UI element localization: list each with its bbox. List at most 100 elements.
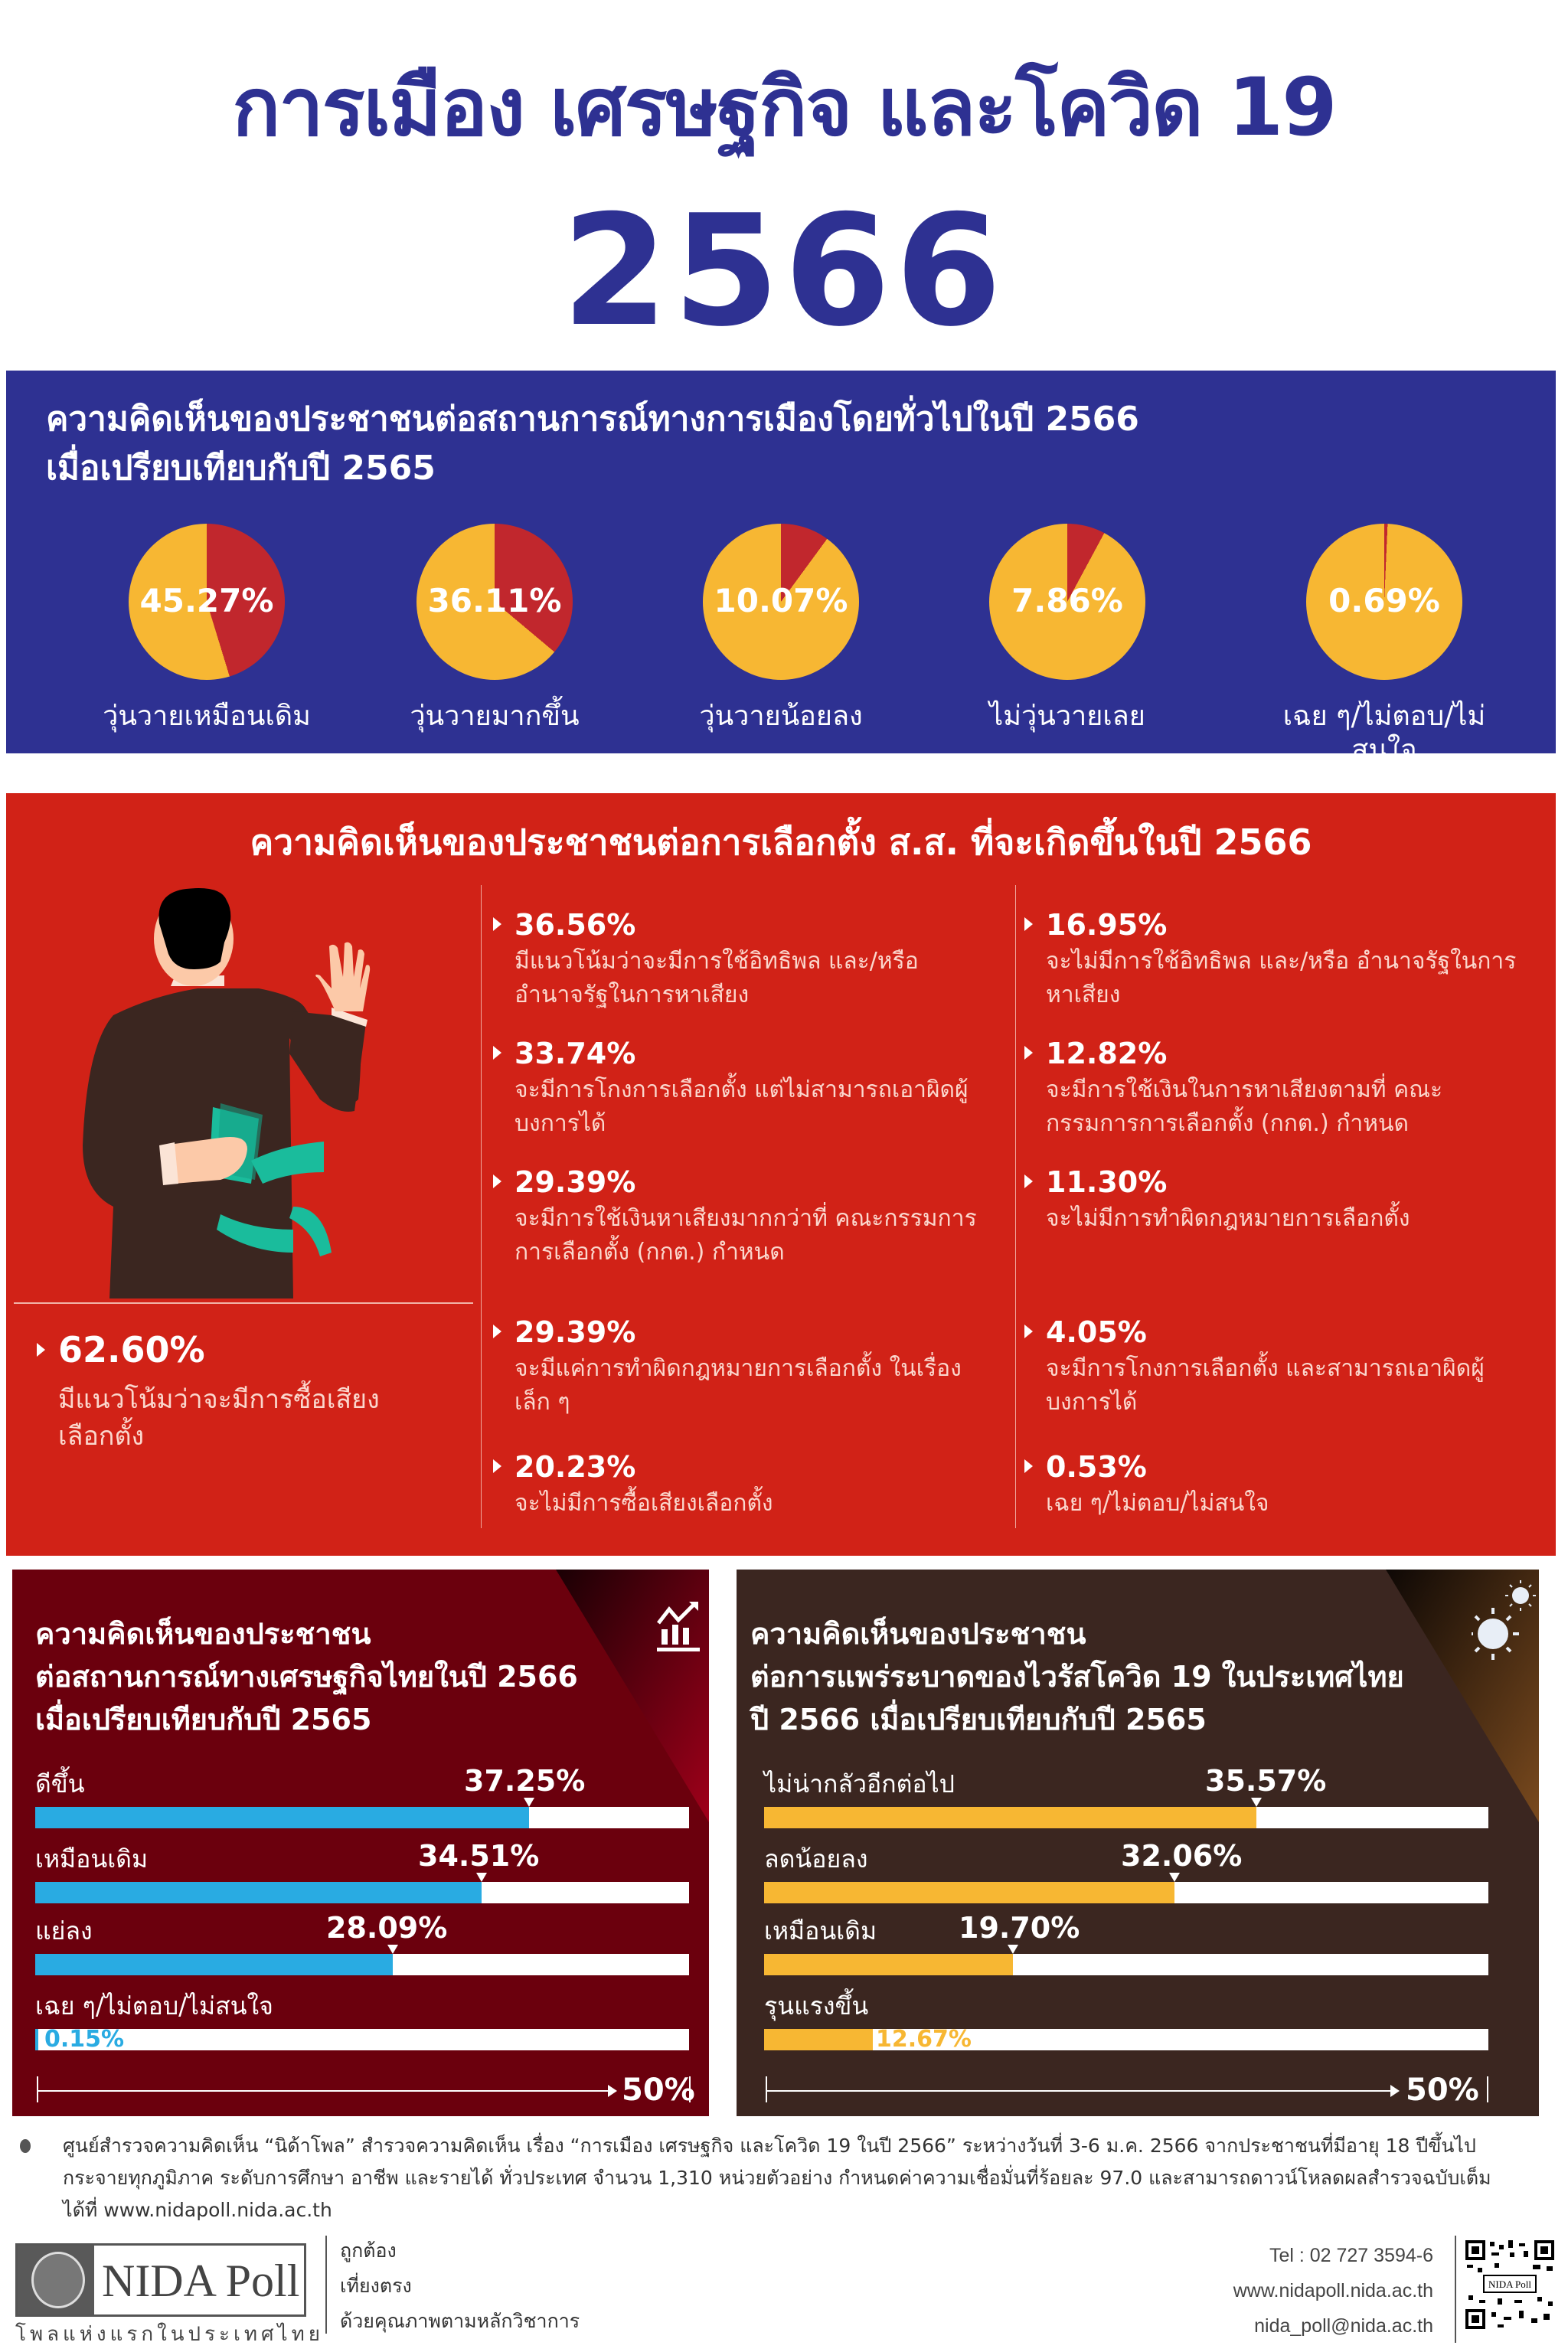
contact-email[interactable]: nida_poll@nida.ac.th xyxy=(1254,2315,1433,2337)
covid-title-line3: ปี 2566 เมื่อเปรียบเทียบกับปี 2565 xyxy=(750,1703,1207,1736)
pie-label: เฉย ๆ/ไม่ตอบ/ไม่สนใจ xyxy=(1282,701,1486,766)
stat-value: 16.95% xyxy=(1046,908,1168,942)
axis-line xyxy=(766,2090,1392,2092)
pie-item: 0.69% เฉย ๆ/ไม่ตอบ/ไม่สนใจ xyxy=(1269,524,1499,767)
bar-value: 28.09% xyxy=(326,1911,448,1945)
footer-divider xyxy=(1455,2236,1456,2343)
stat-description: จะไม่มีการทำผิดกฎหมายการเลือกตั้ง xyxy=(1046,1205,1410,1232)
x-axis: 50% xyxy=(37,2073,695,2107)
businessman-bribe-illustration xyxy=(83,888,371,1298)
election-stat-highlight: 62.60% มีแนวโน้มว่าจะมีการซื้อเสียงเลือก… xyxy=(37,1329,435,1482)
bar-marker-icon xyxy=(524,1798,534,1807)
pie-chart: 45.27% xyxy=(129,524,285,680)
triangle-bullet-icon xyxy=(493,1459,501,1473)
growth-chart-icon xyxy=(657,1602,700,1651)
pie-item: 10.07% วุ่นวายน้อยลง xyxy=(666,524,896,733)
covid-section: ความคิดเห็นของประชาชน ต่อการแพร่ระบาดของ… xyxy=(737,1570,1539,2116)
pie-label: ไม่วุ่นวายเลย xyxy=(989,701,1145,732)
axis-line xyxy=(37,2090,609,2092)
pie-value: 45.27% xyxy=(139,582,274,619)
pie-label: วุ่นวายเหมือนเดิม xyxy=(103,701,311,732)
motto-line: ด้วยคุณภาพตามหลักวิชาการ xyxy=(340,2310,580,2332)
triangle-bullet-icon xyxy=(1024,1174,1033,1188)
bar-label: เหมือนเดิม xyxy=(35,1844,149,1873)
bar-value: 0.15% xyxy=(44,2026,125,2053)
stat-value: 12.82% xyxy=(1046,1037,1168,1070)
bar-track xyxy=(35,1807,689,1828)
bar-fill xyxy=(35,1882,482,1903)
bar-track xyxy=(35,1882,689,1903)
politics-title-line1: ความคิดเห็นของประชาชนต่อสถานการณ์ทางการเ… xyxy=(46,400,1139,439)
contact-phone: Tel : 02 727 3594-6 xyxy=(1269,2245,1433,2266)
triangle-bullet-icon xyxy=(493,1325,501,1338)
axis-end-tick xyxy=(689,2076,691,2102)
bar-label: ไม่น่ากลัวอีกต่อไป xyxy=(764,1769,955,1798)
pie-value: 0.69% xyxy=(1328,582,1440,619)
motto-line: เที่ยงตรง xyxy=(340,2275,412,2297)
arrow-right-icon xyxy=(1390,2085,1400,2097)
axis-max-label: 50% xyxy=(1406,2073,1479,2108)
stat-description: จะมีการใช้เงินในการหาเสียงตามที่ คณะกรรม… xyxy=(1046,1076,1443,1137)
covid-bar-row: ลดน้อยลง 32.06% xyxy=(764,1839,1488,1913)
bar-label: รุนแรงขึ้น xyxy=(764,1991,869,2020)
qr-code[interactable]: NIDA Poll xyxy=(1464,2239,1556,2331)
nida-poll-logo: NIDA Poll xyxy=(15,2243,306,2317)
bar-track xyxy=(35,1954,689,1975)
footer-divider xyxy=(325,2236,327,2334)
economy-title-line1: ความคิดเห็นของประชาชน xyxy=(35,1617,371,1651)
bar-marker-icon xyxy=(1008,1945,1018,1954)
economy-bar-row: แย่ลง 28.09% xyxy=(35,1911,689,1984)
pie-label: วุ่นวายมากขึ้น xyxy=(410,701,580,732)
stat-value: 29.39% xyxy=(514,1315,636,1349)
pie-value: 36.11% xyxy=(427,582,562,619)
bar-label: แย่ลง xyxy=(35,1916,93,1945)
bar-value: 37.25% xyxy=(464,1764,586,1798)
covid-title: ความคิดเห็นของประชาชน ต่อการแพร่ระบาดของ… xyxy=(750,1612,1516,1741)
politics-section: ความคิดเห็นของประชาชนต่อสถานการณ์ทางการเ… xyxy=(6,371,1556,766)
page-title: การเมือง เศรษฐกิจ และโควิด 19 xyxy=(232,60,1337,154)
stat-description: จะมีการโกงการเลือกตั้ง แต่ไม่สามารถเอาผิ… xyxy=(514,1076,969,1137)
pie-item: 36.11% วุ่นวายมากขึ้น xyxy=(380,524,609,733)
column-divider xyxy=(1015,885,1016,1528)
bar-fill xyxy=(764,1807,1256,1828)
axis-end-tick xyxy=(1487,2076,1488,2102)
page-year: 2566 xyxy=(561,182,1007,361)
bar-track: 12.67% xyxy=(764,2026,1488,2053)
corner-accent xyxy=(556,1570,709,1822)
stat-value: 33.74% xyxy=(514,1037,636,1070)
bar-marker-icon xyxy=(387,1945,398,1954)
stat-value: 29.39% xyxy=(514,1165,636,1199)
pie-value: 10.07% xyxy=(714,582,848,619)
bullet-dot-icon xyxy=(20,2139,31,2153)
economy-title-line3: เมื่อเปรียบเทียบกับปี 2565 xyxy=(35,1703,372,1736)
stat-description: มีแนวโน้มว่าจะมีการซื้อเสียงเลือกตั้ง xyxy=(58,1384,380,1452)
logo-seal-background xyxy=(18,2246,94,2314)
stat-value: 36.56% xyxy=(514,908,636,942)
x-axis: 50% xyxy=(766,2073,1490,2108)
covid-bar-row: เหมือนเดิม 19.70% xyxy=(764,1911,1488,1984)
politics-title: ความคิดเห็นของประชาชนต่อสถานการณ์ทางการเ… xyxy=(46,395,1501,493)
qr-label: NIDA Poll xyxy=(1488,2278,1531,2290)
election-title: ความคิดเห็นของประชาชนต่อการเลือกตั้ง ส.ส… xyxy=(250,822,1312,863)
bar-fill xyxy=(764,1882,1174,1903)
bar-label: ลดน้อยลง xyxy=(764,1844,868,1873)
illustration-divider xyxy=(14,1302,473,1304)
pie-chart: 0.69% xyxy=(1306,524,1462,680)
axis-start-tick xyxy=(37,2076,38,2102)
bar-value: 35.57% xyxy=(1205,1764,1327,1798)
nida-seal-icon xyxy=(31,2252,85,2308)
axis-max-label: 50% xyxy=(622,2073,695,2108)
bar-track xyxy=(764,1882,1488,1903)
bar-label: เหมือนเดิม xyxy=(764,1916,877,1945)
economy-title: ความคิดเห็นของประชาชน ต่อสถานการณ์ทางเศร… xyxy=(35,1612,709,1741)
triangle-bullet-icon xyxy=(1024,917,1033,931)
triangle-bullet-icon xyxy=(493,1046,501,1060)
bar-value: 34.51% xyxy=(418,1839,540,1873)
contact-website[interactable]: www.nidapoll.nida.ac.th xyxy=(1233,2280,1433,2301)
pie-chart: 7.86% xyxy=(989,524,1145,680)
stat-value: 0.53% xyxy=(1046,1450,1147,1484)
logo-text: NIDA Poll xyxy=(102,2256,300,2306)
covid-bar-row: ไม่น่ากลัวอีกต่อไป 35.57% xyxy=(764,1764,1488,1838)
pie-chart: 36.11% xyxy=(416,524,573,680)
axis-start-tick xyxy=(766,2076,767,2102)
